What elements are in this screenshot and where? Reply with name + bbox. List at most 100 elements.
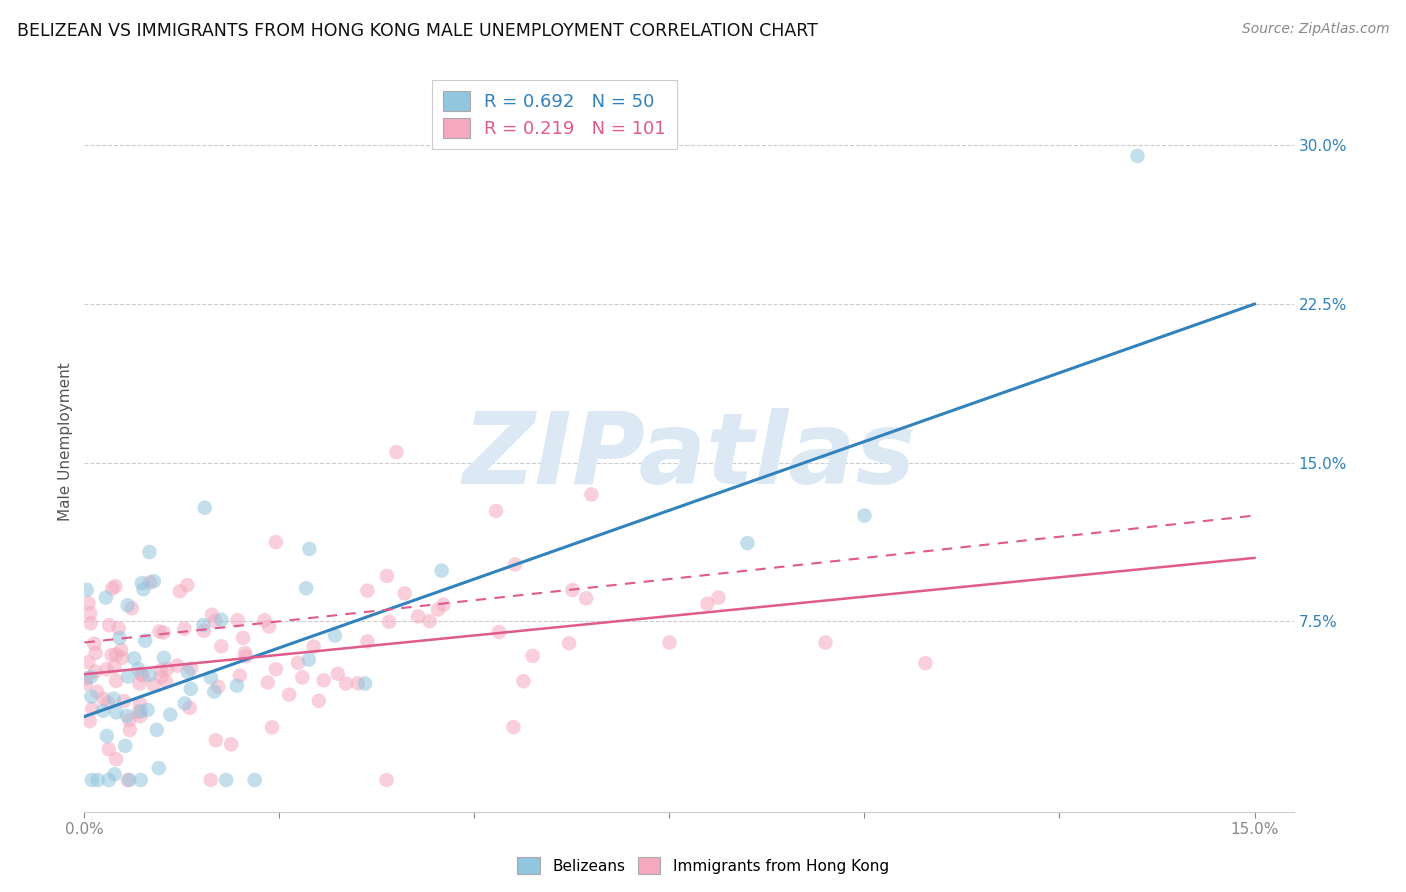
Point [193, 618, 215, 632]
Point [110, 643, 132, 657]
Point [257, 619, 280, 633]
Point [103, 660, 125, 674]
Point [153, 650, 176, 665]
Point [209, 613, 232, 627]
Point [512, 674, 534, 689]
Point [347, 676, 370, 690]
Point [104, 767, 127, 781]
Point [83, 637, 105, 651]
Point [229, 668, 252, 682]
Point [335, 676, 357, 690]
Point [204, 614, 226, 628]
Point [152, 625, 174, 640]
Point [354, 676, 377, 690]
Point [243, 772, 266, 787]
Point [97, 772, 120, 787]
Point [150, 670, 173, 684]
Point [111, 651, 134, 665]
Point [177, 665, 200, 679]
Point [136, 703, 159, 717]
Point [169, 584, 191, 599]
Point [215, 772, 238, 787]
Point [112, 694, 135, 708]
Point [155, 674, 177, 689]
Point [180, 681, 202, 696]
Point [108, 631, 131, 645]
Point [180, 661, 202, 675]
Point [233, 646, 256, 660]
Text: ZIPatlas: ZIPatlas [463, 408, 915, 505]
Point [312, 673, 335, 688]
Point [173, 622, 195, 636]
Point [201, 607, 224, 622]
Point [129, 704, 152, 718]
Point [209, 640, 232, 654]
Point [291, 670, 314, 684]
Point [278, 688, 301, 702]
Point [253, 613, 276, 627]
Point [101, 582, 124, 596]
Point [914, 656, 936, 670]
Point [142, 574, 165, 589]
Point [658, 635, 681, 649]
Point [200, 671, 222, 685]
Point [298, 652, 321, 666]
Point [356, 634, 378, 648]
Point [104, 579, 127, 593]
Point [79, 616, 101, 631]
Point [132, 582, 155, 597]
Point [84, 665, 107, 679]
Point [575, 591, 598, 606]
Point [105, 648, 128, 662]
Point [256, 675, 278, 690]
Point [100, 648, 122, 662]
Point [127, 662, 149, 676]
Point [394, 586, 416, 600]
Point [82, 702, 104, 716]
Point [80, 690, 103, 704]
Point [503, 558, 526, 572]
Point [93, 692, 115, 706]
Point [76, 582, 98, 597]
Point [148, 761, 170, 775]
Point [75, 676, 97, 690]
Point [287, 656, 309, 670]
Point [79, 607, 101, 621]
Point [131, 576, 153, 591]
Point [145, 723, 167, 737]
Point [226, 613, 249, 627]
Point [77, 655, 100, 669]
Point [75, 672, 97, 686]
Point [118, 723, 141, 737]
Point [432, 598, 454, 612]
Point [138, 668, 160, 682]
Point [156, 662, 179, 676]
Point [79, 714, 101, 728]
Point [139, 575, 162, 590]
Point [204, 733, 226, 747]
Point [194, 500, 217, 515]
Point [561, 582, 583, 597]
Point [193, 624, 215, 638]
Point [159, 707, 181, 722]
Point [485, 504, 508, 518]
Point [103, 691, 125, 706]
Point [295, 581, 318, 595]
Point [176, 578, 198, 592]
Point [97, 696, 120, 710]
Point [488, 625, 510, 640]
Point [128, 676, 150, 690]
Point [502, 720, 524, 734]
Point [96, 662, 118, 676]
Point [375, 772, 398, 787]
Point [232, 631, 254, 645]
Point [378, 615, 401, 629]
Point [148, 624, 170, 639]
Point [128, 705, 150, 719]
Point [105, 706, 128, 720]
Point [260, 720, 283, 734]
Point [581, 487, 603, 501]
Point [814, 635, 837, 649]
Text: BELIZEAN VS IMMIGRANTS FROM HONG KONG MALE UNEMPLOYMENT CORRELATION CHART: BELIZEAN VS IMMIGRANTS FROM HONG KONG MA… [17, 22, 818, 40]
Point [98, 618, 121, 632]
